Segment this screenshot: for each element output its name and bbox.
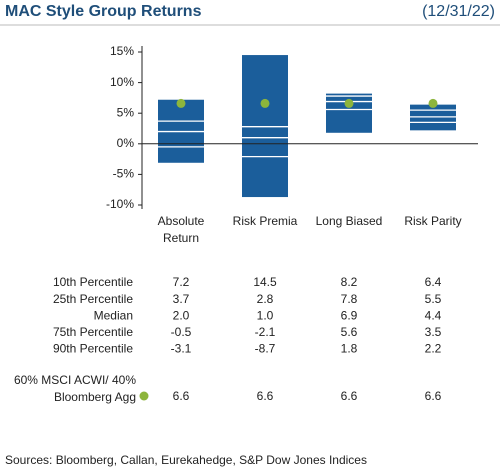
benchmark-dot (428, 98, 438, 108)
y-tick-label: -5% (113, 167, 135, 181)
table-value: -0.5 (171, 325, 192, 339)
table-value: 6.6 (257, 389, 274, 403)
table-value: 5.6 (341, 325, 358, 339)
table-value: 7.2 (173, 275, 190, 289)
chart-title: MAC Style Group Returns (5, 3, 202, 20)
y-tick-label: -10% (106, 197, 134, 211)
table-value: 1.8 (341, 342, 358, 356)
table-value: 6.6 (173, 389, 190, 403)
table-value: 3.7 (173, 292, 190, 306)
table-value: 6.6 (341, 389, 358, 403)
table-value: 5.5 (425, 292, 442, 306)
y-tick-label: 5% (117, 105, 135, 119)
table-value: 7.8 (341, 292, 358, 306)
y-tick-label: 15% (110, 44, 134, 58)
x-tick-label: Long Biased (315, 214, 383, 228)
y-tick-label: 0% (117, 136, 135, 150)
source: Sources: Bloomberg, Callan, Eurekahedge,… (5, 453, 367, 467)
table-value: 14.5 (253, 275, 277, 289)
row-label: 75th Percentile (53, 325, 133, 339)
row-label: Median (94, 308, 133, 322)
table-value: 8.2 (341, 275, 358, 289)
table-value: -8.7 (255, 342, 276, 356)
table-value: 4.4 (425, 308, 442, 322)
benchmark-dot (260, 98, 270, 108)
x-tick-label: Absolute Return (157, 214, 205, 245)
table-value: 6.9 (341, 308, 358, 322)
legend-marker (139, 391, 149, 401)
x-tick-label: Risk Premia (232, 214, 298, 228)
legend-label: 60% MSCI ACWI/ 40% Bloomberg Agg (13, 373, 136, 404)
benchmark-dot (176, 98, 186, 108)
row-label: 25th Percentile (53, 292, 133, 306)
table-value: 2.2 (425, 342, 442, 356)
table-value: -3.1 (171, 342, 192, 356)
row-label: 10th Percentile (53, 275, 133, 289)
table-value: 6.6 (425, 389, 442, 403)
table-value: 2.0 (173, 308, 190, 322)
x-tick-label: Risk Parity (404, 214, 462, 228)
y-tick-label: 10% (110, 75, 134, 89)
table-value: 1.0 (257, 308, 274, 322)
table-value: -2.1 (255, 325, 276, 339)
row-label: 90th Percentile (53, 342, 133, 356)
table-value: 2.8 (257, 292, 274, 306)
chart-date: (12/31/22) (422, 3, 495, 20)
benchmark-dot (344, 98, 354, 108)
table-value: 3.5 (425, 325, 442, 339)
table-value: 6.4 (425, 275, 442, 289)
